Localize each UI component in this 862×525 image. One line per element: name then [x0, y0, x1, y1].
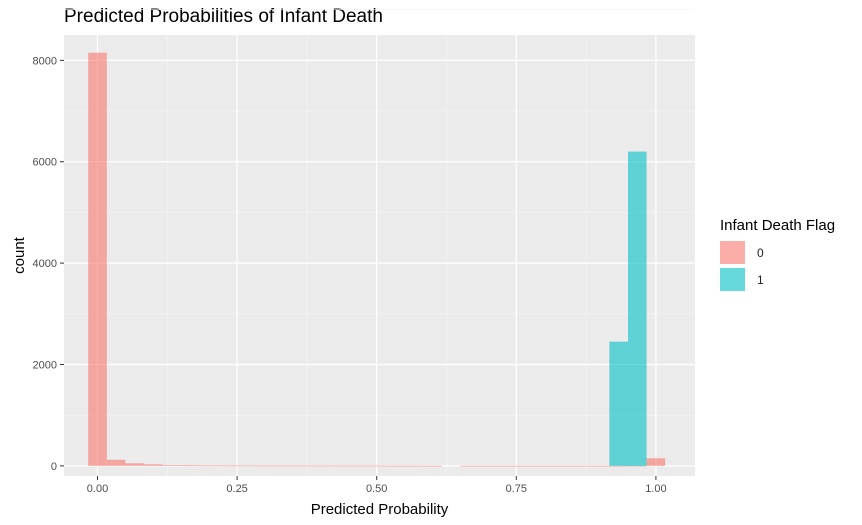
legend: Infant Death Flag 0 1 [720, 217, 835, 293]
legend-item-0: 0 [720, 239, 835, 266]
x-tick-label: 0.75 [506, 483, 527, 495]
bar-series-0 [609, 465, 628, 467]
bar-series-0 [106, 459, 126, 466]
bar-series-0 [497, 465, 517, 467]
bar-series-0 [181, 465, 200, 467]
bar-series-1 [627, 151, 647, 466]
bar-series-0 [553, 465, 573, 467]
bar-series-0 [516, 465, 535, 467]
bar-series-0 [423, 465, 442, 467]
legend-key-0 [720, 241, 745, 264]
bar-series-0 [255, 465, 275, 467]
legend-item-1: 1 [720, 266, 835, 293]
bar-series-0 [404, 465, 424, 467]
bar-series-0 [292, 465, 312, 467]
bar-series-0 [590, 465, 610, 467]
bar-series-0 [274, 465, 293, 467]
bar-series-0 [534, 465, 554, 467]
bar-series-0 [367, 465, 387, 467]
bar-series-0 [162, 465, 182, 466]
y-tick-label: 6000 [33, 157, 57, 169]
bar-series-0 [479, 465, 498, 467]
bar-series-0 [348, 465, 368, 467]
bar-series-0 [237, 465, 256, 467]
y-tick-label: 4000 [33, 258, 57, 270]
x-tick-label: 0.50 [366, 483, 387, 495]
legend-title: Infant Death Flag [720, 217, 836, 234]
axes: 0.00 0.25 0.50 0.75 1.00 0 2000 4000 6000 8000 [33, 55, 667, 495]
x-tick-label: 0.00 [87, 483, 108, 495]
histogram-bars [88, 52, 666, 467]
x-tick-label: 0.25 [226, 483, 247, 495]
y-axis-label: count [11, 236, 28, 274]
bar-series-0 [144, 464, 163, 466]
bar-series-0 [572, 465, 591, 467]
bar-series-0 [460, 465, 480, 467]
bar-series-0 [330, 465, 349, 467]
bar-series-0 [199, 465, 219, 467]
legend-label-1: 1 [757, 272, 764, 287]
y-tick-label: 8000 [33, 55, 57, 67]
y-tick-label: 0 [51, 461, 57, 473]
plot-panel [64, 35, 695, 476]
bar-series-0 [627, 465, 647, 467]
x-axis-label: Predicted Probability [311, 501, 449, 518]
y-tick-label: 2000 [33, 359, 57, 371]
bar-series-0 [125, 463, 145, 466]
legend-label-0: 0 [757, 245, 764, 260]
legend-key-1 [720, 268, 745, 291]
bar-series-0 [88, 52, 107, 466]
bar-series-0 [386, 465, 405, 467]
bar-series-0 [646, 458, 666, 466]
bar-series-0 [311, 465, 331, 467]
x-tick-label: 1.00 [645, 483, 666, 495]
bar-series-1 [609, 341, 628, 466]
chart-title: Predicted Probabilities of Infant Death [64, 6, 383, 27]
bar-series-0 [218, 465, 238, 467]
